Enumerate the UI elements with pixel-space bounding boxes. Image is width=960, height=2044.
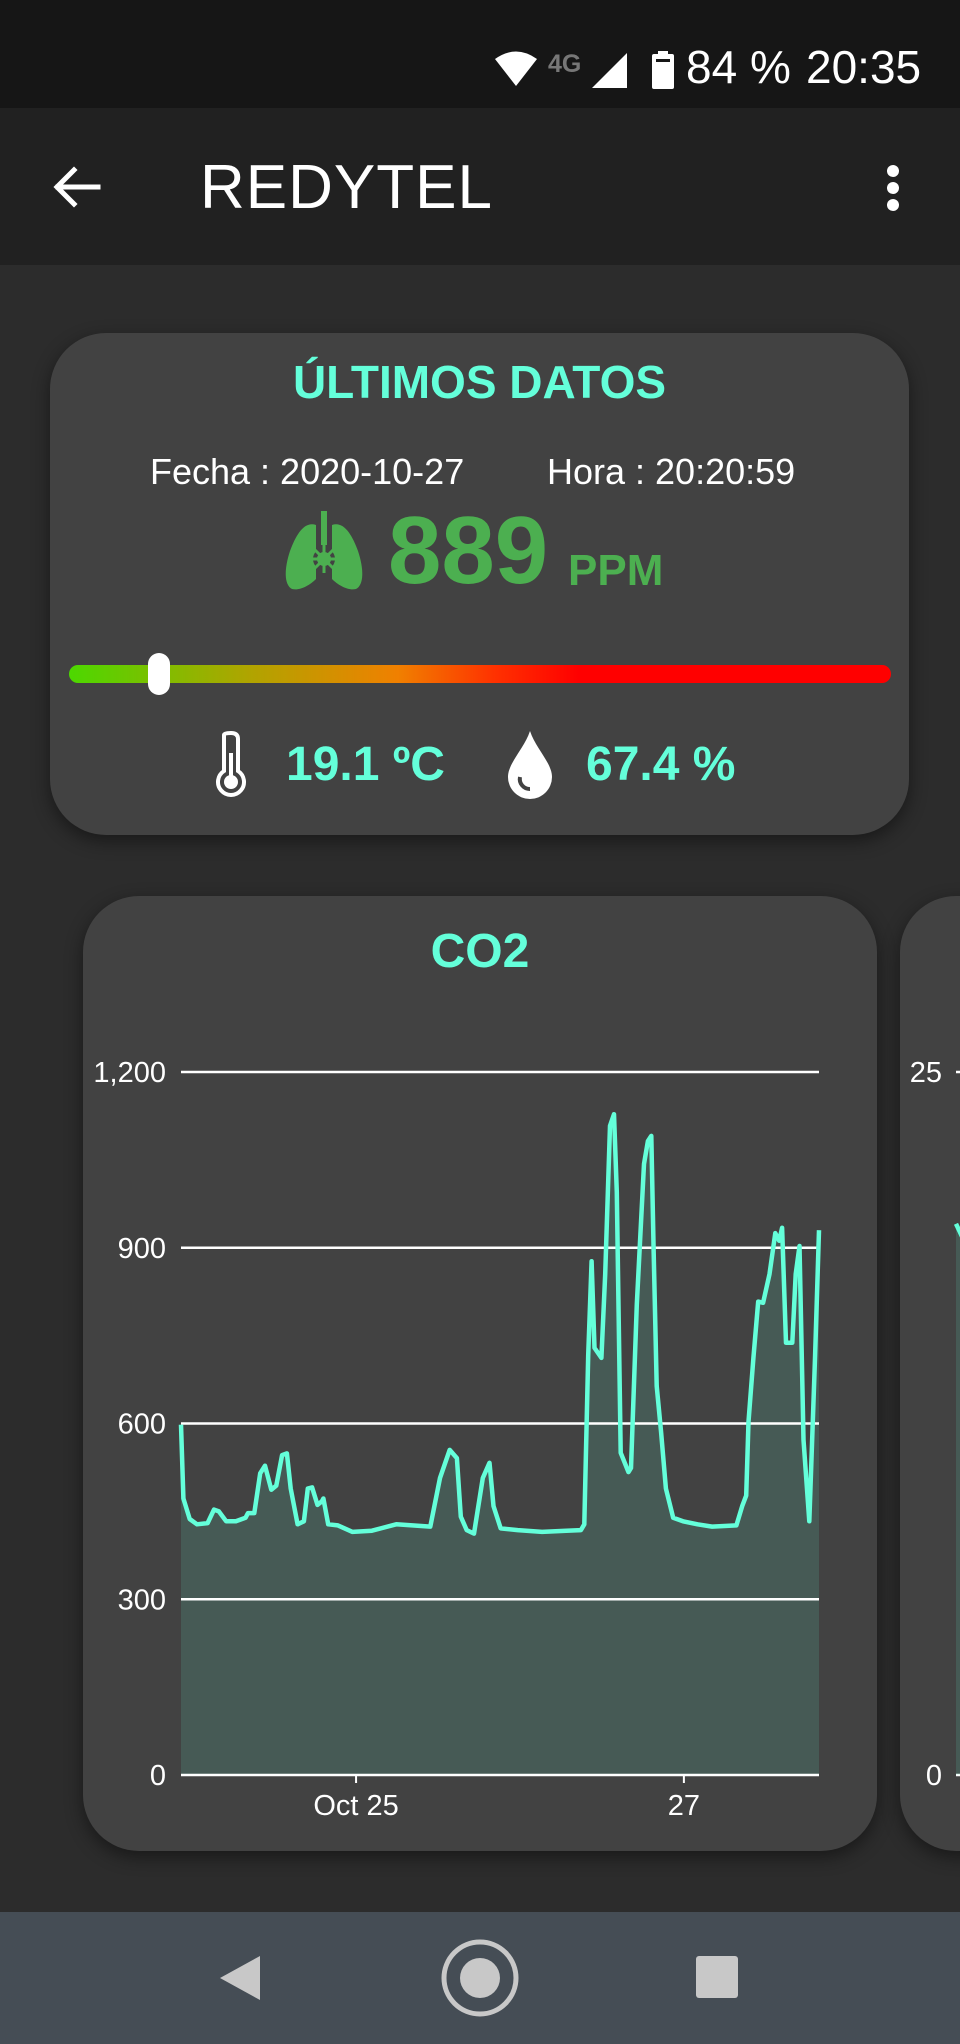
back-arrow-icon[interactable] [52, 166, 102, 208]
temperature-area-fill [956, 1223, 960, 1775]
co2-chart: 0 300 600 900 1,200 Oct 25 27 [93, 1057, 822, 1822]
co2-area-fill [181, 1114, 819, 1775]
date-text: Fecha : 2020-10-27 [150, 451, 465, 492]
temperature-value: 19.1 ºC [286, 738, 445, 791]
navigation-bar [0, 1912, 960, 2044]
y-tick-label: 900 [118, 1233, 166, 1265]
lungs-virus-icon [285, 511, 363, 590]
battery-icon [652, 51, 674, 89]
nav-recents-icon[interactable] [696, 1956, 738, 1998]
co2-value: 889 [388, 497, 549, 604]
latest-data-title: ÚLTIMOS DATOS [292, 356, 667, 408]
battery-percent: 84 % [686, 41, 791, 93]
co2-chart-card[interactable]: CO2 0 300 600 900 1,200 Oct 25 27 [83, 896, 877, 1851]
wifi-icon [495, 51, 537, 86]
signal-icon [592, 53, 627, 88]
co2-gauge-thumb [148, 653, 171, 695]
page-title: REDYTEL [200, 153, 493, 222]
co2-unit: PPM [568, 546, 664, 595]
network-type-label: 4G [548, 50, 582, 78]
more-vert-icon[interactable] [880, 163, 906, 213]
app-bar: REDYTEL [0, 108, 960, 265]
time-text: Hora : 20:20:59 [547, 451, 796, 492]
thermometer-icon [216, 731, 246, 797]
nav-home-icon[interactable] [440, 1938, 520, 2018]
x-tick-label: 27 [668, 1790, 700, 1822]
clock: 20:35 [806, 41, 922, 93]
y-tick-label: 0 [150, 1760, 166, 1792]
temperature-line [953, 1222, 960, 1238]
y-tick-label: 300 [118, 1584, 166, 1616]
co2-chart-title: CO2 [430, 925, 530, 978]
temperature-chart: 0 25 [910, 1057, 960, 1792]
co2-gauge-bar [69, 653, 891, 695]
co2-line [178, 1111, 822, 1536]
y-tick-label: 0 [926, 1760, 942, 1792]
content-area: ÚLTIMOS DATOS Fecha : 2020-10-27 Hora : … [0, 265, 960, 1912]
x-tick-label: Oct 25 [313, 1790, 398, 1822]
latest-data-card: ÚLTIMOS DATOS Fecha : 2020-10-27 Hora : … [50, 333, 909, 835]
y-tick-label: 600 [118, 1409, 166, 1441]
humidity-value: 67.4 % [586, 738, 736, 791]
nav-back-icon[interactable] [218, 1954, 262, 2002]
status-bar: 4G 84 % 20:35 [0, 0, 960, 108]
y-tick-label: 1,200 [93, 1057, 166, 1089]
y-tick-label: 25 [910, 1057, 942, 1089]
droplet-icon [508, 731, 552, 799]
temperature-chart-card[interactable]: 0 25 [900, 896, 960, 1851]
